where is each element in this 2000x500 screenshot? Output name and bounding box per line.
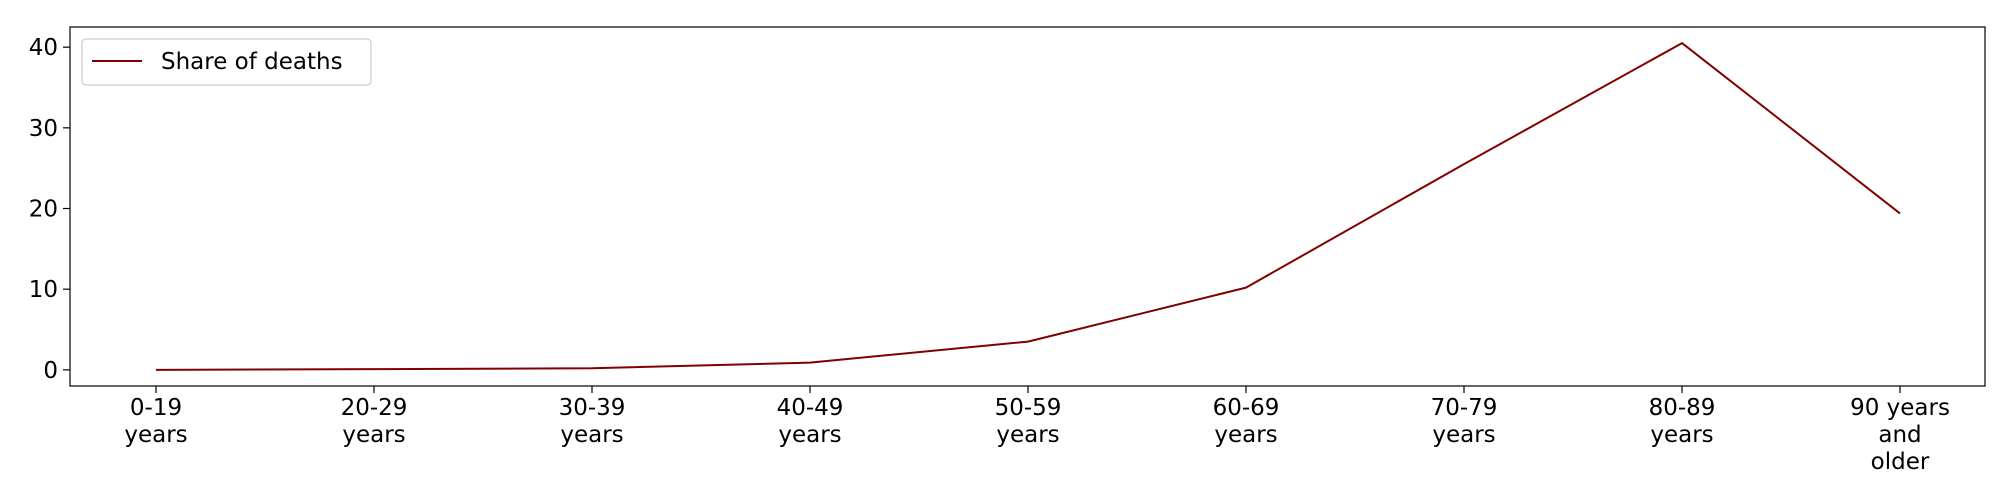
y-axis: 0 10 20 30 40	[29, 35, 70, 384]
plot-frame	[69, 26, 1986, 387]
x-tick-label: 50-59 years	[995, 395, 1062, 448]
y-tick-label: 30	[29, 116, 58, 142]
x-tick-label: 80-89 years	[1649, 395, 1716, 448]
x-tick-label: 70-79 years	[1431, 395, 1498, 448]
legend-label: Share of deaths	[161, 49, 343, 75]
x-tick-label: 60-69 years	[1213, 395, 1280, 448]
y-tick-label: 20	[29, 197, 58, 223]
x-tick-label: 0-19 years	[124, 395, 187, 448]
legend-box	[81, 38, 372, 86]
y-tick-label: 0	[43, 358, 58, 384]
x-tick-label: 40-49 years	[777, 395, 844, 448]
plot-area	[70, 27, 1985, 386]
legend: Share of deaths	[81, 38, 372, 86]
x-tick-label: 20-29 years	[341, 395, 408, 448]
y-tick-label: 10	[29, 277, 58, 303]
y-tick-label: 40	[29, 35, 58, 61]
series-layer	[155, 42, 1901, 371]
series-line	[155, 42, 1901, 371]
x-axis: 0-19 years 20-29 years 30-39 years 40-49 years 5…	[124, 386, 1950, 475]
x-tick-label: 30-39 years	[559, 395, 626, 448]
x-tick-label: 90 years and older	[1850, 395, 1950, 475]
